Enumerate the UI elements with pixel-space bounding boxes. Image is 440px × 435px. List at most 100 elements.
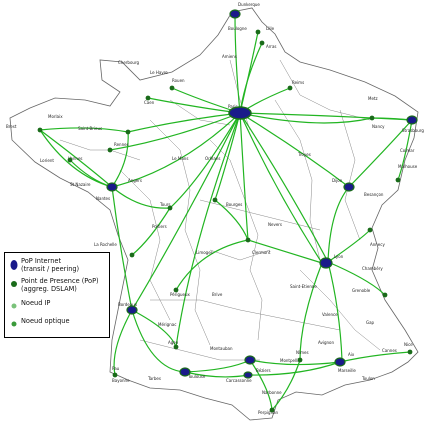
city-label: Nîmes xyxy=(296,350,309,355)
city-label: Besançon xyxy=(364,192,384,197)
city-label: Saint-Etienne xyxy=(290,284,317,289)
pop-node xyxy=(297,357,303,363)
city-label: Poitiers xyxy=(152,224,167,229)
city-label: Dunkerque xyxy=(238,2,260,7)
city-label: Clermont xyxy=(252,250,271,255)
pop-node xyxy=(173,287,179,293)
internet-pop xyxy=(343,182,355,192)
pop-node xyxy=(67,157,73,163)
city-label: Narbonne xyxy=(262,390,282,395)
city-label: Marseille xyxy=(338,368,356,373)
legend-label-optic: Noeud optique xyxy=(21,317,70,325)
pop-node xyxy=(145,95,151,101)
pop-node xyxy=(125,129,131,135)
pop-node xyxy=(367,227,373,233)
pop-node xyxy=(287,85,293,91)
pop-node xyxy=(382,292,388,298)
internet-pop xyxy=(244,355,256,365)
country-outline xyxy=(9,7,419,421)
city-label: Toulon xyxy=(361,376,375,381)
city-label: Brest xyxy=(6,124,17,129)
city-label: Cherbourg xyxy=(118,60,140,65)
city-label: Colmar xyxy=(400,148,415,153)
pop-node xyxy=(37,127,43,133)
city-label: Aix xyxy=(348,352,355,357)
city-label: Cannes xyxy=(382,348,397,353)
city-label: Angers xyxy=(128,178,142,183)
internet-pop xyxy=(243,371,253,379)
legend: PoP Internet (transit / peering) Point d… xyxy=(4,252,110,338)
pop-node xyxy=(395,177,401,183)
city-label: Valence xyxy=(322,312,338,317)
network-links xyxy=(39,13,413,411)
pop-node xyxy=(169,85,175,91)
internet-pop xyxy=(179,367,191,377)
city-label: Vannes xyxy=(68,156,83,161)
internet-pop xyxy=(319,257,333,269)
city-label: St Nazaire xyxy=(70,182,91,187)
ip-node-symbol-icon xyxy=(11,303,17,309)
pop-node xyxy=(212,197,218,203)
city-label: Saint-Brieuc xyxy=(78,126,102,131)
pop-node xyxy=(112,372,118,378)
internet-pop xyxy=(406,115,418,125)
pop-node xyxy=(269,407,275,413)
pop-node xyxy=(129,252,135,258)
pop-node xyxy=(173,344,179,350)
city-label: Bourges xyxy=(226,202,242,207)
internet-pop xyxy=(229,9,241,19)
city-label: Nice xyxy=(404,342,413,347)
city-label: Boulogne xyxy=(228,26,247,31)
city-label: Le Mans xyxy=(172,156,188,161)
optic-node-symbol-icon xyxy=(11,321,17,327)
pop-node xyxy=(107,147,113,153)
pop-nodes xyxy=(37,29,413,413)
city-label: Limoges xyxy=(196,250,213,255)
city-labels: Dunkerque Boulogne Lille Arras Cherbourg… xyxy=(6,2,424,415)
city-label: Morlaix xyxy=(48,114,63,119)
city-label: Montauban xyxy=(210,346,233,351)
city-label: Nevers xyxy=(268,222,282,227)
city-label: Chambéry xyxy=(362,266,383,271)
city-label: Paris xyxy=(228,104,238,109)
department-borders xyxy=(59,59,381,361)
city-label: Montpellier xyxy=(280,358,303,363)
city-label: Lyon xyxy=(334,254,344,259)
city-label: Lorient xyxy=(40,158,54,163)
city-label: Bayonne xyxy=(112,378,130,383)
city-label: Carcassonne xyxy=(226,378,252,383)
city-label: Metz xyxy=(368,96,378,101)
city-label: Caen xyxy=(144,100,155,105)
pop-node xyxy=(255,29,261,35)
pop-node xyxy=(167,205,173,211)
city-label: Le Havre xyxy=(150,70,168,75)
city-label: Avignon xyxy=(318,340,335,345)
city-label: Gap xyxy=(366,320,375,325)
city-label: Brive xyxy=(212,292,223,297)
city-label: Mulhouse xyxy=(398,164,418,169)
pop-node xyxy=(245,237,251,243)
city-label: Bordeaux xyxy=(118,302,138,307)
city-label: Périgueux xyxy=(170,292,191,297)
city-label: Nantes xyxy=(96,196,110,201)
internet-pop xyxy=(106,182,118,192)
legend-label-internet: PoP Internet (transit / peering) xyxy=(21,257,80,273)
pop-node xyxy=(259,40,265,46)
city-label: Reims xyxy=(292,80,304,85)
city-label: Lille xyxy=(266,26,275,31)
city-label: Perpignan xyxy=(258,410,279,415)
city-label: Troyes xyxy=(297,152,311,157)
city-label: Pau xyxy=(112,366,120,371)
internet-pop-symbol-icon xyxy=(10,260,18,270)
internet-pop xyxy=(126,305,138,315)
pop-node xyxy=(407,349,413,355)
city-label: Tours xyxy=(159,202,170,207)
city-label: Rouen xyxy=(172,78,185,83)
city-label: Mérignac xyxy=(158,322,176,327)
city-label: Tarbes xyxy=(147,376,161,381)
city-label: Arras xyxy=(266,44,277,49)
internet-pop xyxy=(334,357,346,367)
internet-pops xyxy=(106,9,418,379)
city-label: La Rochelle xyxy=(94,242,117,247)
